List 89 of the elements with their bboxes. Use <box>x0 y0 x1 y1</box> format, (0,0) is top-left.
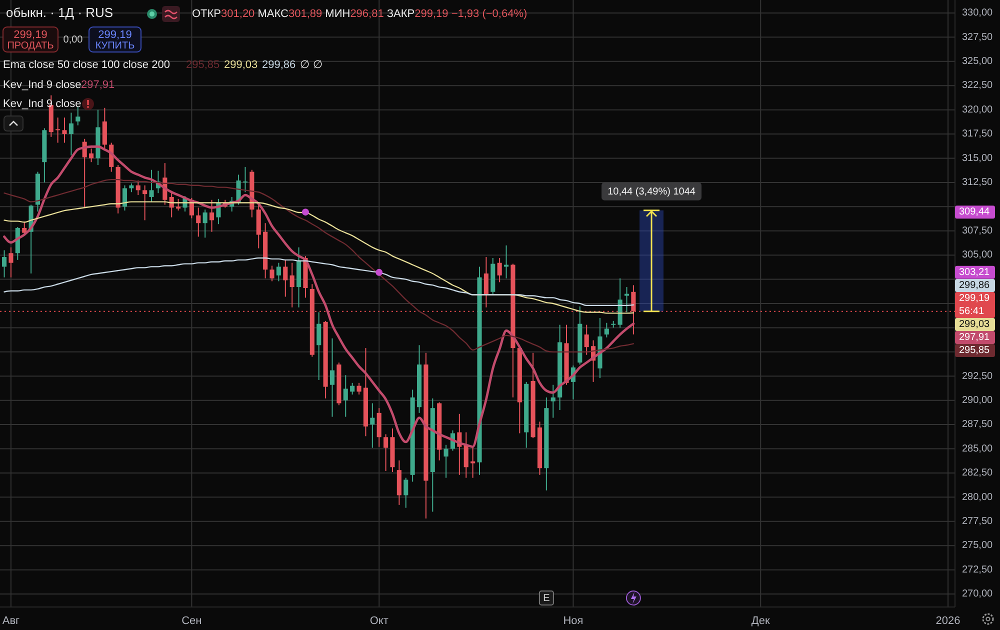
y-tick-label: 277,50 <box>962 516 994 528</box>
y-tick-label: 282,50 <box>962 468 994 479</box>
candlestick <box>176 198 181 212</box>
candlestick <box>484 256 488 308</box>
x-tick-label: Ноя <box>563 614 584 627</box>
chart-title: обыкн. · 1Д · RUS <box>6 5 114 20</box>
candlestick <box>68 112 74 156</box>
annotation: 295,85 <box>186 58 220 71</box>
y-tick-label: 327,50 <box>962 32 994 43</box>
candlestick <box>464 432 468 478</box>
candlestick <box>497 257 502 283</box>
text: 297,91 <box>959 332 990 344</box>
candlestick <box>550 384 556 418</box>
annotation: ∅ ∅ <box>300 58 324 71</box>
annotation: Ema close 50 close 100 close 200 <box>3 58 170 71</box>
y-tick-label: 285,00 <box>962 443 994 454</box>
y-tick-label: 317,50 <box>962 128 994 140</box>
annotation: 299,19 <box>14 28 48 41</box>
x-tick-label: 2026 <box>936 614 960 627</box>
candlestick <box>122 184 128 212</box>
x-tick-label: Сен <box>182 614 202 627</box>
candlestick <box>316 312 322 381</box>
annotation: 0,00 <box>63 34 84 46</box>
y-tick-label: 330,00 <box>962 8 994 19</box>
y-tick-label: 275,00 <box>962 540 994 552</box>
y-tick-label: 312,50 <box>962 177 994 188</box>
x-tick-label: Авг <box>2 614 20 627</box>
candlestick <box>136 180 140 196</box>
candlestick <box>89 148 94 163</box>
y-tick-label: 292,50 <box>962 370 994 382</box>
x-tick-label: Окт <box>370 614 388 627</box>
annotation: E <box>543 593 550 604</box>
text: 303,21 <box>959 267 990 278</box>
candlestick <box>584 324 589 356</box>
candlestick <box>290 262 294 308</box>
y-tick-label: 272,50 <box>962 564 994 576</box>
annotation: 299,03 <box>224 58 258 71</box>
y-tick-label: 322,50 <box>962 80 994 92</box>
candlestick <box>242 166 248 193</box>
candlestick <box>350 382 355 396</box>
x-tick-label: Дек <box>751 614 770 627</box>
candlestick <box>276 262 281 282</box>
annotation: КУПИТЬ <box>95 40 136 52</box>
candlestick <box>149 169 154 202</box>
annotation: 297,91 <box>81 78 115 91</box>
annotation: ПРОДАТЬ <box>7 40 54 52</box>
candlestick <box>384 434 388 472</box>
text: 299,86 <box>959 280 990 292</box>
candlestick <box>631 284 636 335</box>
y-tick-label: 290,00 <box>962 394 994 406</box>
text: 299,03 <box>959 319 990 330</box>
annotation: 299,86 <box>262 58 296 71</box>
candlestick <box>142 184 148 221</box>
candlestick <box>624 286 630 313</box>
y-tick-label: 320,00 <box>962 104 994 116</box>
candlestick <box>209 199 214 232</box>
text: 295,85 <box>959 345 990 356</box>
candlestick <box>470 447 476 478</box>
annotation: 10,44 (3,49%) 1044 <box>608 186 696 197</box>
candlestick <box>604 322 609 338</box>
annotation: Kev_Ind 9 close <box>3 78 82 91</box>
candlestick <box>202 209 208 238</box>
candlestick <box>270 265 274 282</box>
text: 56:41 <box>959 306 984 318</box>
candlestick <box>56 117 60 144</box>
candlestick <box>62 117 67 144</box>
y-tick-label: 307,50 <box>962 226 994 237</box>
y-tick-label: 287,50 <box>962 419 994 430</box>
annotation: 299,19 <box>98 28 132 41</box>
candlestick <box>8 246 14 278</box>
candlestick <box>2 250 7 278</box>
y-tick-label: 325,00 <box>962 56 994 68</box>
candlestick <box>330 338 335 418</box>
y-tick-label: 305,00 <box>962 250 994 261</box>
text: ОТКР301,20 МАКС301,89 МИН296,81 ЗАКР299,19 −1,93 (−0,64%) <box>192 8 528 20</box>
candlestick <box>370 402 375 448</box>
y-tick-label: 280,00 <box>962 492 994 503</box>
candlestick <box>404 477 408 508</box>
candlestick <box>196 207 201 238</box>
y-tick-label: 315,00 <box>962 152 994 164</box>
candlestick <box>76 106 80 126</box>
candlestick <box>343 374 348 418</box>
y-tick-label: 270,00 <box>962 588 994 600</box>
candlestick <box>102 107 107 150</box>
candlestick <box>444 444 448 478</box>
candlestick <box>356 382 362 396</box>
text: 309,44 <box>959 206 990 218</box>
candlestick <box>283 259 288 298</box>
ref-line-label: 299,19 <box>959 293 990 304</box>
